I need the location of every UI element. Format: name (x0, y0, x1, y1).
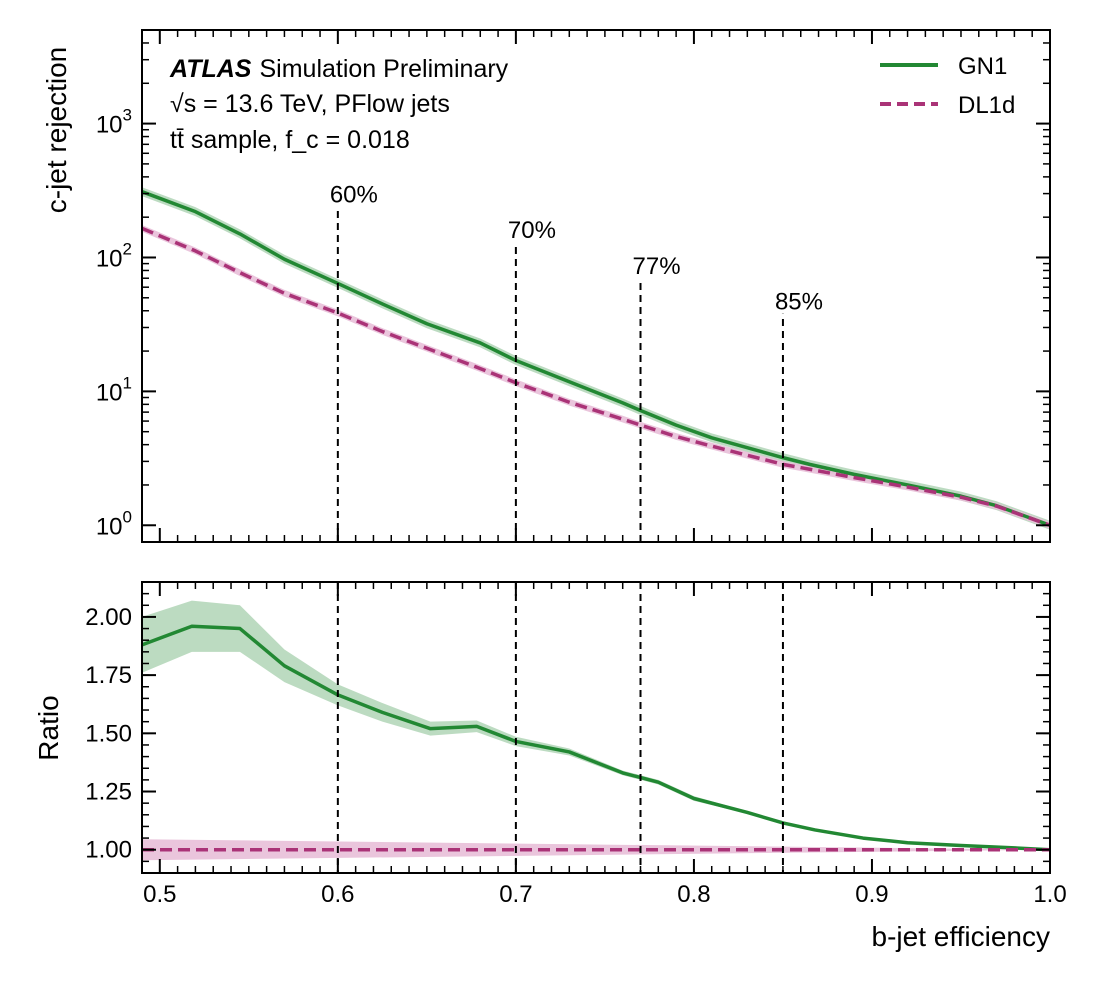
ratio-ytick-label-1: 1.25 (85, 779, 132, 806)
atlas-experiment: ATLAS (169, 55, 252, 83)
main-line-dl1d (141, 226, 1051, 527)
xtick-label-3: 0.8 (677, 881, 710, 908)
ratio-ytick-label-0: 1.00 (85, 837, 132, 864)
wp-label-3: 85% (775, 289, 823, 316)
xtick-label-4: 0.9 (855, 881, 888, 908)
ratio-uncertainty-bands (142, 600, 1050, 861)
xlabel: b-jet efficiency (872, 921, 1050, 952)
ratio-working-point-lines (336, 582, 784, 873)
legend-dl1d-label: DL1d (958, 92, 1015, 119)
main-line-gn1 (141, 190, 1051, 527)
main-ytick-label-2: 102 (96, 239, 132, 272)
main-uncertainty-bands (142, 187, 1050, 530)
xtick-label-1: 0.6 (321, 881, 354, 908)
wp-label-2: 77% (633, 253, 681, 280)
ratio-ylabel: Ratio (33, 695, 64, 760)
ratio-ytick-label-2: 1.50 (85, 720, 132, 747)
main-working-point-lines: 60% 70% 77% 85% (330, 182, 823, 542)
main-ylabel: c-jet rejection (41, 47, 72, 214)
atlas-status: Simulation Preliminary (259, 55, 508, 83)
atlas-label-line3: tt̄ sample, f_c = 0.018 (170, 126, 410, 154)
main-series-lines (141, 190, 1051, 527)
ratio-ytick-label-3: 1.75 (85, 662, 132, 689)
ratio-frame (141, 581, 1051, 874)
main-band-dl1d (142, 224, 1050, 529)
xtick-label-2: 0.7 (499, 881, 532, 908)
main-frame (141, 29, 1051, 543)
wp-label-0: 60% (330, 182, 378, 209)
xtick-label-0: 0.5 (143, 881, 176, 908)
main-ytick-label-1: 101 (96, 373, 132, 406)
atlas-label-line1: ATLAS Simulation Preliminary (169, 55, 509, 83)
ratio-band-gn1 (142, 600, 1050, 850)
ratio-ytick-label-4: 2.00 (85, 604, 132, 631)
ratio-line-gn1 (141, 624, 1051, 852)
main-ytick-label-3: 103 (96, 106, 132, 139)
xtick-label-5: 1.0 (1033, 881, 1066, 908)
main-ytick-label-0: 100 (96, 507, 132, 540)
legend-gn1-label: GN1 (958, 53, 1007, 80)
main-band-gn1 (142, 187, 1050, 530)
wp-label-1: 70% (508, 217, 556, 244)
ratio-axes: 1.00 1.25 1.50 1.75 2.00 0.5 0.6 0.7 0.8 0.9 1.0 (85, 581, 1067, 908)
ratio-series-lines (141, 624, 1051, 852)
atlas-label-line2: √s = 13.6 TeV, PFlow jets (170, 90, 450, 118)
legend: GN1 DL1d (880, 53, 1015, 119)
main-axes: 100 101 102 103 (96, 29, 1051, 543)
